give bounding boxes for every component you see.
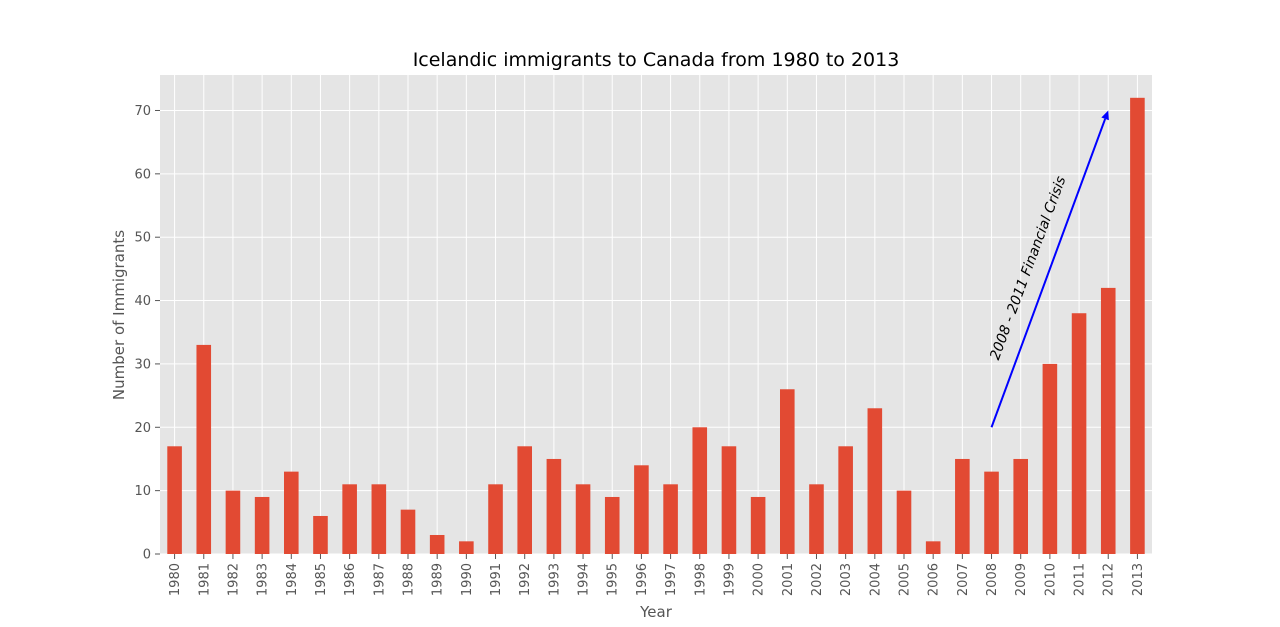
x-tick-label: 2008 xyxy=(985,563,1000,596)
bar-1986 xyxy=(342,484,357,554)
x-tick-label: 1992 xyxy=(518,563,533,596)
y-tick-label: 40 xyxy=(134,294,151,309)
bar-2013 xyxy=(1130,97,1145,555)
y-tick-label: 30 xyxy=(134,357,151,372)
bar-1984 xyxy=(284,471,299,554)
x-tick-label: 1987 xyxy=(372,563,387,596)
x-tick-label: 1982 xyxy=(226,563,241,596)
x-tick-label: 1996 xyxy=(635,563,650,596)
x-tick-label: 1995 xyxy=(606,563,621,596)
x-tick-label: 1981 xyxy=(197,563,212,596)
bars xyxy=(167,97,1145,555)
bar-1987 xyxy=(371,484,387,554)
bar-2004 xyxy=(867,408,883,554)
x-tick-label: 2007 xyxy=(956,563,971,596)
x-tick-label: 2009 xyxy=(1014,563,1029,596)
x-tick-label: 1990 xyxy=(460,563,475,596)
bar-1995 xyxy=(604,496,620,554)
bar-2000 xyxy=(750,496,766,554)
bar-1982 xyxy=(225,490,241,554)
x-tick-label: 2010 xyxy=(1043,563,1058,596)
bar-2001 xyxy=(780,389,795,554)
bar-2007 xyxy=(955,458,970,554)
x-tick-label: 2013 xyxy=(1131,563,1146,596)
bar-2008 xyxy=(984,471,999,554)
x-tick-label: 1988 xyxy=(402,563,417,596)
bar-2012 xyxy=(1100,287,1116,554)
x-tick-label: 1983 xyxy=(256,563,271,596)
x-tick-label: 1998 xyxy=(693,563,708,596)
x-tick-label: 1980 xyxy=(168,563,183,596)
bar-2003 xyxy=(838,446,853,554)
x-tick-label: 2004 xyxy=(868,563,883,596)
x-tick-label: 1993 xyxy=(547,563,562,596)
x-tick-label: 1994 xyxy=(577,563,592,596)
bar-1993 xyxy=(546,458,562,554)
bar-1997 xyxy=(663,484,678,554)
bar-1988 xyxy=(400,509,416,554)
x-tick-label: 2002 xyxy=(810,563,825,596)
y-tick-label: 50 xyxy=(134,231,151,246)
x-tick-label: 2000 xyxy=(752,563,767,596)
annotation-arrow-head xyxy=(1101,110,1109,121)
bar-1999 xyxy=(721,446,737,554)
x-axis-label: Year xyxy=(639,603,673,621)
y-tick-label: 60 xyxy=(134,167,151,182)
bar-1989 xyxy=(429,534,445,554)
y-axis-ticks: 0 10 20 30 40 50 60 70 xyxy=(134,104,160,563)
chart-title: Icelandic immigrants to Canada from 1980… xyxy=(413,49,900,71)
x-tick-label: 1989 xyxy=(431,563,446,596)
bar-2011 xyxy=(1071,313,1087,554)
bar-1985 xyxy=(313,515,328,554)
x-tick-label: 2012 xyxy=(1102,563,1117,596)
x-tick-label: 2001 xyxy=(781,563,796,596)
x-tick-label: 2011 xyxy=(1073,563,1088,596)
annotation-arrow-shaft xyxy=(990,118,1107,428)
y-tick-label: 70 xyxy=(134,104,151,119)
bar-1991 xyxy=(488,484,503,554)
bar-1983 xyxy=(254,496,270,554)
x-tick-label: 2003 xyxy=(839,563,854,596)
bar-1996 xyxy=(634,465,649,554)
bar-1981 xyxy=(196,344,212,554)
bar-2009 xyxy=(1013,458,1028,554)
y-tick-label: 0 xyxy=(143,548,151,563)
bar-2005 xyxy=(896,490,912,554)
bar-1980 xyxy=(167,446,182,554)
bar-2010 xyxy=(1042,363,1058,554)
bar-1998 xyxy=(692,427,708,554)
bar-1990 xyxy=(459,541,474,554)
y-tick-label: 10 xyxy=(134,484,151,499)
y-tick-label: 20 xyxy=(134,421,151,436)
bar-2002 xyxy=(809,484,824,554)
x-tick-label: 1985 xyxy=(314,563,329,596)
bar-2006 xyxy=(925,541,941,554)
x-tick-label: 1999 xyxy=(722,563,737,596)
bar-1992 xyxy=(517,446,532,554)
x-axis-ticks: 1980 1981 1982 1983 1984 1985 1986 1987 1988 1989… xyxy=(168,554,1146,596)
x-tick-label: 1984 xyxy=(285,563,300,596)
x-tick-label: 1986 xyxy=(343,563,358,596)
x-tick-label: 2005 xyxy=(898,563,913,596)
x-tick-label: 1991 xyxy=(489,563,504,596)
bar-1994 xyxy=(575,484,591,554)
y-axis-label: Number of Immigrants xyxy=(110,230,128,400)
x-tick-label: 2006 xyxy=(927,563,942,596)
x-tick-label: 1997 xyxy=(664,563,679,596)
